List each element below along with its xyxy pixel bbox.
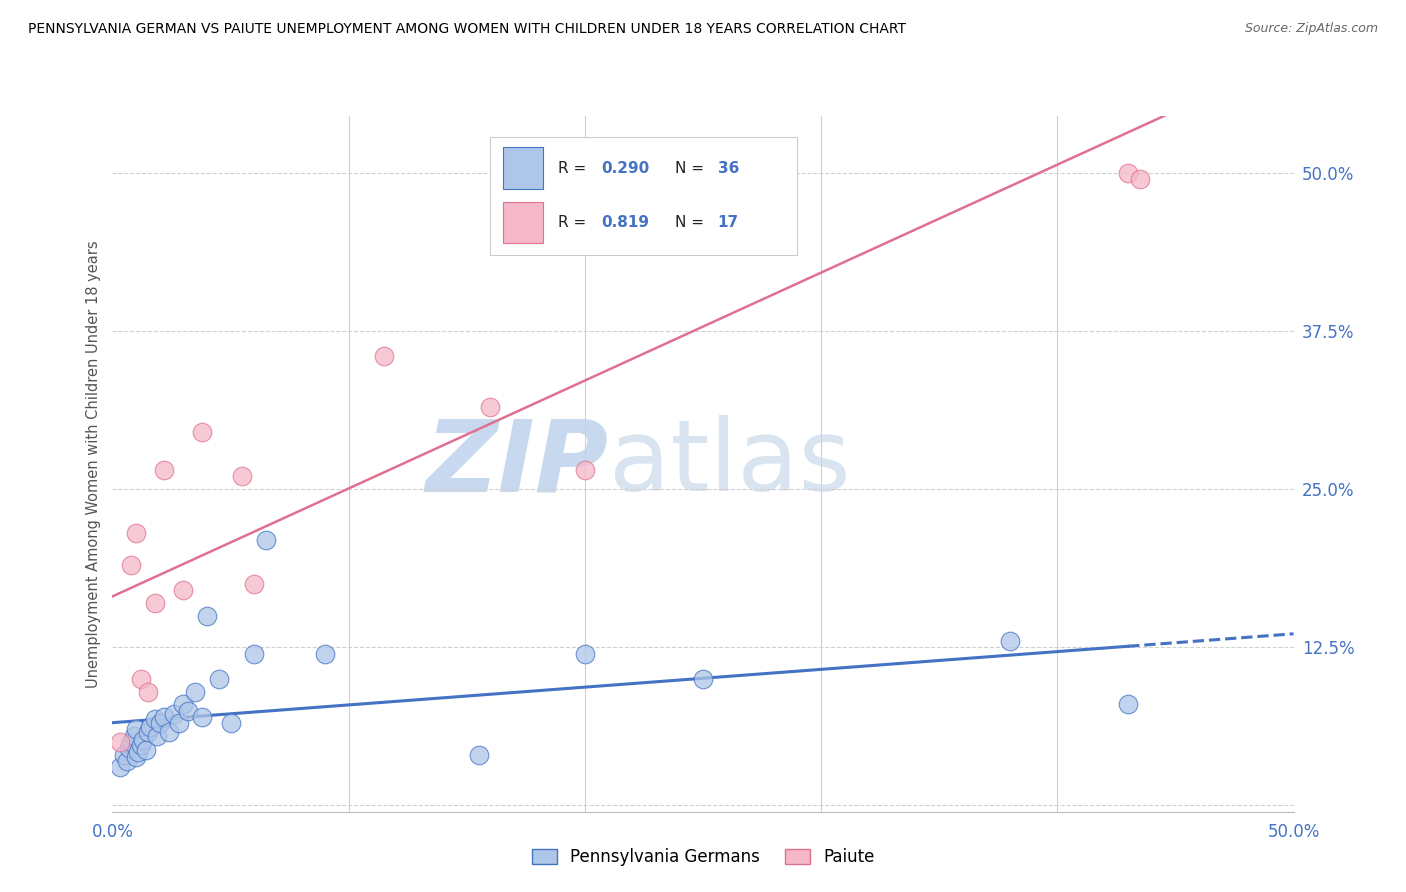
Point [120, 735, 142, 749]
Point [139, 720, 162, 734]
Point [716, 160, 738, 174]
Point [125, 723, 148, 737]
Point [127, 745, 149, 759]
Point [120, 558, 142, 572]
Point [149, 716, 172, 731]
Point [373, 349, 395, 363]
Point [143, 712, 166, 726]
Point [153, 463, 176, 477]
Point [1116, 697, 1139, 711]
Point [998, 634, 1021, 648]
Point [574, 463, 596, 477]
Point [1116, 166, 1139, 180]
Point [153, 710, 176, 724]
Point [118, 741, 141, 756]
Point [157, 725, 180, 739]
Point [177, 704, 200, 718]
Point [219, 716, 242, 731]
Point [163, 707, 186, 722]
Point [692, 672, 714, 686]
Point [125, 750, 148, 764]
Point [122, 729, 145, 743]
Point [243, 577, 266, 591]
Point [195, 608, 218, 623]
Point [243, 647, 266, 661]
Point [112, 747, 135, 762]
Point [135, 743, 157, 757]
Point [208, 672, 231, 686]
Point [172, 697, 194, 711]
Text: atlas: atlas [609, 416, 851, 512]
Legend: Pennsylvania Germans, Paiute: Pennsylvania Germans, Paiute [524, 842, 882, 873]
Text: Source: ZipAtlas.com: Source: ZipAtlas.com [1244, 22, 1378, 36]
Point [574, 647, 596, 661]
Point [108, 760, 131, 774]
Point [254, 533, 277, 547]
Point [1129, 172, 1152, 186]
Text: ZIP: ZIP [426, 416, 609, 512]
Point [129, 672, 152, 686]
Y-axis label: Unemployment Among Women with Children Under 18 years: Unemployment Among Women with Children U… [86, 240, 101, 688]
Point [136, 684, 159, 698]
Point [467, 747, 489, 762]
Point [125, 526, 148, 541]
Point [129, 738, 152, 752]
Point [479, 400, 502, 414]
Point [132, 732, 155, 747]
Point [136, 725, 159, 739]
Point [146, 729, 169, 743]
Point [191, 710, 214, 724]
Point [108, 735, 131, 749]
Point [191, 425, 214, 440]
Point [231, 469, 253, 483]
Point [167, 716, 190, 731]
Point [314, 647, 336, 661]
Point [115, 754, 138, 768]
Point [184, 684, 207, 698]
Point [172, 583, 194, 598]
Text: PENNSYLVANIA GERMAN VS PAIUTE UNEMPLOYMENT AMONG WOMEN WITH CHILDREN UNDER 18 YE: PENNSYLVANIA GERMAN VS PAIUTE UNEMPLOYME… [28, 22, 905, 37]
Point [143, 596, 166, 610]
